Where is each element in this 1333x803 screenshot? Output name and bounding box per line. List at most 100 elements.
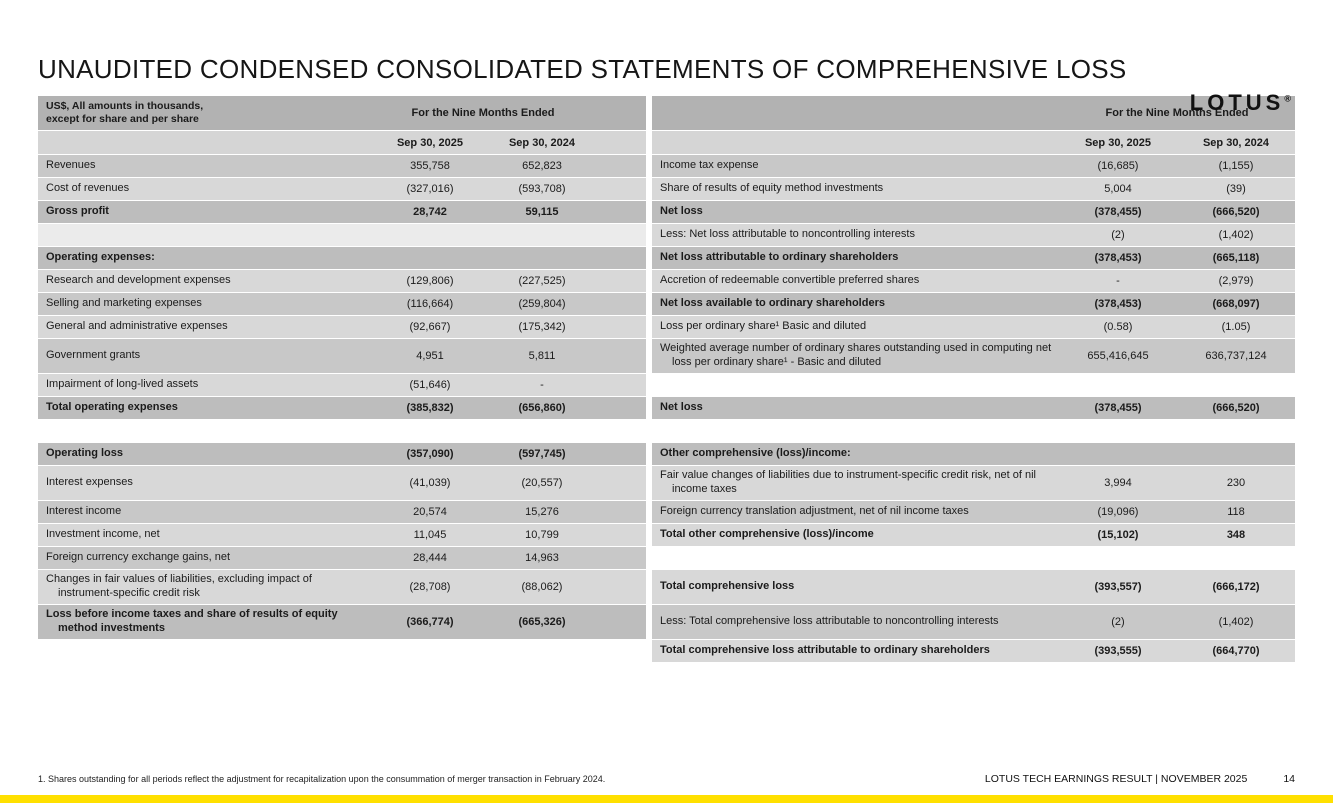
value-sep-2025 [1059, 547, 1177, 569]
table-gap [646, 523, 652, 547]
value-sep-2025: (116,664) [406, 298, 454, 310]
right-table-row-8: Weighted average number of ordinary shar… [652, 339, 1295, 374]
row-endpad [598, 293, 646, 315]
table-gap [646, 546, 652, 570]
header-endpad [598, 96, 646, 130]
value-sep-2025 [374, 420, 486, 442]
left-table-row-12: Operating loss (357,090) (597,745) [38, 442, 646, 466]
row-label: Weighted average number of ordinary shar… [660, 342, 1052, 368]
right-table-row-6: Net loss available to ordinary sharehold… [652, 293, 1295, 316]
table-row: General and administrative expenses (92,6… [38, 316, 1295, 339]
value-sep-2024 [486, 224, 598, 246]
bottom-accent-bar [0, 795, 1333, 803]
row-endpad [598, 270, 646, 292]
right-table-row-13: Fair value changes of liabilities due to… [652, 465, 1295, 501]
row-label [38, 224, 374, 246]
row-endpad [598, 420, 646, 442]
table-gap [646, 270, 652, 293]
value-sep-2024 [486, 640, 598, 662]
table-row: Impairment of long-lived assets (51,646) - [38, 373, 1295, 397]
row-label: Loss per ordinary share¹ Basic and dilut… [660, 320, 867, 333]
right-table-header: For the Nine Months Ended [652, 96, 1295, 131]
row-label: Less: Total comprehensive loss attributa… [660, 614, 999, 627]
row-endpad [598, 339, 646, 373]
table-gap [646, 373, 652, 397]
value-sep-2024 [486, 420, 598, 442]
value-sep-2025 [1059, 374, 1177, 396]
footer-right: LOTUS TECH EARNINGS RESULT | NOVEMBER 20… [985, 773, 1295, 785]
row-label: Foreign currency translation adjustment,… [660, 504, 969, 517]
row-label: General and administrative expenses [46, 320, 228, 333]
right-table-row-16 [652, 546, 1295, 570]
corner-label-line1: US$, All amounts in thousands, [46, 99, 204, 112]
value-sep-2025: (378,453) [1094, 298, 1142, 310]
row-endpad [598, 501, 646, 523]
right-table-row-17: Total comprehensive loss (393,557) (666,17… [652, 569, 1295, 605]
value-sep-2024: (665,326) [518, 615, 566, 628]
value-sep-2024: 118 [1227, 505, 1245, 518]
value-sep-2024: (259,804) [518, 298, 566, 310]
value-sep-2024 [1177, 420, 1295, 442]
corner-label: US$, All amounts in thousands, except fo… [38, 96, 368, 130]
left-table-row-5: Research and development expenses (129,80… [38, 270, 646, 293]
left-table-header: US$, All amounts in thousands, except fo… [38, 96, 646, 131]
table-gap [646, 442, 652, 466]
right-table-row-0: Income tax expense (16,685) (1,155) [652, 155, 1295, 178]
period-header-right: For the Nine Months Ended [1105, 107, 1249, 119]
right-table-row-4: Net loss attributable to ordinary shareh… [652, 247, 1295, 270]
value-sep-2025: (15,102) [1097, 528, 1139, 541]
page-title: UNAUDITED CONDENSED CONSOLIDATED STATEME… [38, 54, 1127, 84]
date-header-2024: Sep 30, 2024 [508, 136, 576, 149]
value-sep-2024: (666,520) [1212, 401, 1260, 414]
row-endpad [598, 155, 646, 177]
table-body: Revenues 355,758 652,823 Income tax expense… [38, 155, 1295, 663]
date-header-2025: Sep 30, 2025 [396, 136, 464, 149]
value-sep-2024: (664,770) [1212, 644, 1260, 657]
value-sep-2025: 28,742 [413, 206, 447, 218]
value-sep-2025 [374, 640, 486, 662]
row-endpad [598, 466, 646, 500]
row-label: Interest income [46, 504, 122, 517]
table-gap [646, 500, 652, 524]
table-gap [646, 339, 652, 374]
table-gap [646, 201, 652, 224]
value-sep-2025: (129,806) [406, 275, 454, 287]
row-endpad [598, 570, 646, 604]
right-table-row-1: Share of results of equity method invest… [652, 178, 1295, 201]
page-number: 14 [1283, 773, 1295, 785]
value-sep-2025: 655,416,645 [1087, 349, 1149, 362]
footer: 1. Shares outstanding for all periods re… [0, 773, 1333, 785]
lotus-logo-text: LOTUS [1189, 90, 1285, 115]
row-endpad [598, 640, 646, 662]
footer-caption: LOTUS TECH EARNINGS RESULT | NOVEMBER 20… [984, 773, 1248, 785]
left-table-row-0: Revenues 355,758 652,823 [38, 155, 646, 178]
table-row: Revenues 355,758 652,823 Income tax expense… [38, 155, 1295, 178]
table-row: Less: Net loss attributable to noncontro… [38, 224, 1295, 247]
left-table-row-8: Government grants 4,951 5,811 [38, 339, 646, 374]
table-gap [646, 604, 652, 640]
value-sep-2025: (393,555) [1094, 644, 1142, 657]
value-sep-2025 [1059, 420, 1177, 442]
right-table-row-19: Total comprehensive loss attributable to… [652, 639, 1295, 663]
value-sep-2024: (668,097) [1212, 298, 1260, 310]
left-table-row-2: Gross profit 28,742 59,115 [38, 201, 646, 224]
right-table-row-12: Other comprehensive (loss)/income: [652, 442, 1295, 466]
value-sep-2024: 5,811 [528, 349, 556, 362]
left-table-dates: Sep 30, 2025 Sep 30, 2024 [38, 131, 646, 155]
table-row: Operating loss (357,090) (597,745) Other co… [38, 442, 1295, 466]
row-endpad [598, 201, 646, 223]
row-label: Net loss [660, 400, 703, 413]
value-sep-2024: - [540, 378, 544, 391]
row-label: Revenues [46, 159, 96, 172]
row-label: Cost of revenues [46, 182, 130, 195]
row-endpad [598, 316, 646, 338]
table-row: Cost of revenues (327,016) (593,708) Share … [38, 178, 1295, 201]
left-table-row-3 [38, 224, 646, 247]
period-header-left: For the Nine Months Ended [411, 107, 555, 119]
row-label: Total comprehensive loss attributable to… [660, 643, 990, 656]
date-endpad [598, 131, 646, 154]
left-table-row-15: Investment income, net 11,045 10,799 [38, 523, 646, 547]
row-endpad [598, 374, 646, 396]
value-sep-2025: (2) [1111, 615, 1125, 628]
table-header-band: US$, All amounts in thousands, except fo… [38, 96, 1295, 131]
